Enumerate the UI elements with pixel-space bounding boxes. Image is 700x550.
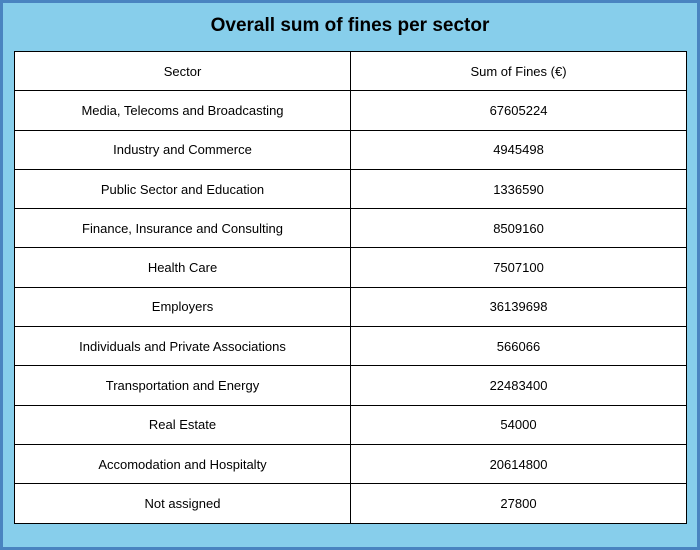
table-row: Public Sector and Education 1336590 — [14, 168, 687, 210]
table-header-row: Sector Sum of Fines (€) — [14, 50, 687, 92]
fines-cell: 27800 — [350, 483, 687, 524]
table-row: Accomodation and Hospitalty 20614800 — [14, 443, 687, 485]
fines-table-body: Sector Sum of Fines (€) Media, Telecoms … — [14, 50, 687, 524]
header-fines: Sum of Fines (€) — [350, 50, 687, 92]
table-row: Finance, Insurance and Consulting 8509160 — [14, 208, 687, 249]
sector-cell: Finance, Insurance and Consulting — [14, 208, 351, 249]
sector-cell: Media, Telecoms and Broadcasting — [14, 90, 351, 131]
table-row: Health Care 7507100 — [14, 247, 687, 288]
fines-cell: 22483400 — [350, 365, 687, 406]
fines-cell: 566066 — [350, 326, 687, 367]
sector-cell: Accomodation and Hospitalty — [14, 443, 351, 485]
table-row: Employers 36139698 — [14, 286, 687, 328]
table-row: Not assigned 27800 — [14, 483, 687, 524]
sector-cell: Transportation and Energy — [14, 365, 351, 406]
fines-cell: 20614800 — [350, 443, 687, 485]
table-row: Media, Telecoms and Broadcasting 67605224 — [14, 90, 687, 131]
fines-cell: 8509160 — [350, 208, 687, 249]
sector-cell: Real Estate — [14, 404, 351, 445]
chart-title: Overall sum of fines per sector — [210, 15, 490, 36]
fines-cell: 36139698 — [350, 286, 687, 328]
table-row: Real Estate 54000 — [14, 404, 687, 445]
table-row: Individuals and Private Associations 5660… — [14, 326, 687, 367]
fines-table: Sector Sum of Fines (€) Media, Telecoms … — [14, 50, 687, 524]
sector-cell: Health Care — [14, 247, 351, 288]
sector-cell: Not assigned — [14, 483, 351, 524]
sector-cell: Industry and Commerce — [14, 129, 351, 170]
fines-cell: 4945498 — [350, 129, 687, 170]
fines-cell: 7507100 — [350, 247, 687, 288]
sector-cell: Individuals and Private Associations — [14, 326, 351, 367]
sector-cell: Public Sector and Education — [14, 168, 351, 210]
fines-cell: 1336590 — [350, 168, 687, 210]
fines-cell: 54000 — [350, 404, 687, 445]
table-row: Industry and Commerce 4945498 — [14, 129, 687, 170]
sector-cell: Employers — [14, 286, 351, 328]
header-sector: Sector — [14, 50, 351, 92]
fines-cell: 67605224 — [350, 90, 687, 131]
table-row: Transportation and Energy 22483400 — [14, 365, 687, 406]
